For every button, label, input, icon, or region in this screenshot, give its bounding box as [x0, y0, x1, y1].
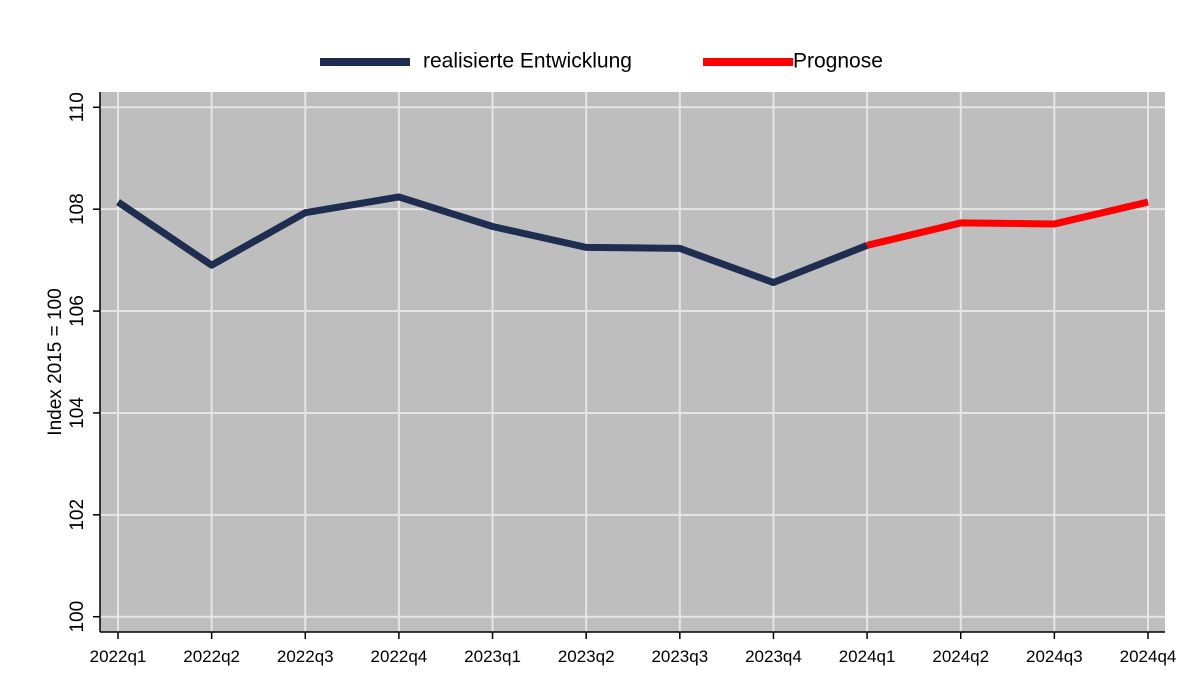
x-tick-label: 2022q2: [183, 647, 240, 666]
legend-label: realisierte Entwicklung: [423, 50, 632, 73]
x-tick-label: 2023q2: [558, 647, 615, 666]
y-tick-label: 102: [67, 499, 88, 531]
x-tick-label: 2024q3: [1026, 647, 1083, 666]
x-tick-label: 2024q2: [932, 647, 989, 666]
y-axis-label: Index 2015 = 100: [45, 288, 66, 435]
x-tick-label: 2023q1: [464, 647, 521, 666]
y-tick-label: 104: [67, 397, 88, 429]
series-line: [116, 193, 869, 287]
x-tick-label: 2023q3: [651, 647, 708, 666]
y-tick-label: 108: [67, 193, 88, 225]
x-tick-label: 2023q4: [745, 647, 802, 666]
x-tick-label: 2024q1: [839, 647, 896, 666]
y-tick-label: 100: [67, 601, 88, 633]
plot-background: [100, 92, 1165, 632]
x-tick-label: 2022q1: [90, 647, 147, 666]
y-tick-label: 106: [67, 295, 88, 327]
x-tick-label: 2022q4: [371, 647, 428, 666]
legend-label: Prognose: [793, 50, 883, 73]
series-line: [866, 198, 1149, 249]
x-tick-label: 2024q4: [1120, 647, 1177, 666]
x-tick-label: 2022q3: [277, 647, 334, 666]
y-tick-label: 110: [67, 92, 88, 122]
